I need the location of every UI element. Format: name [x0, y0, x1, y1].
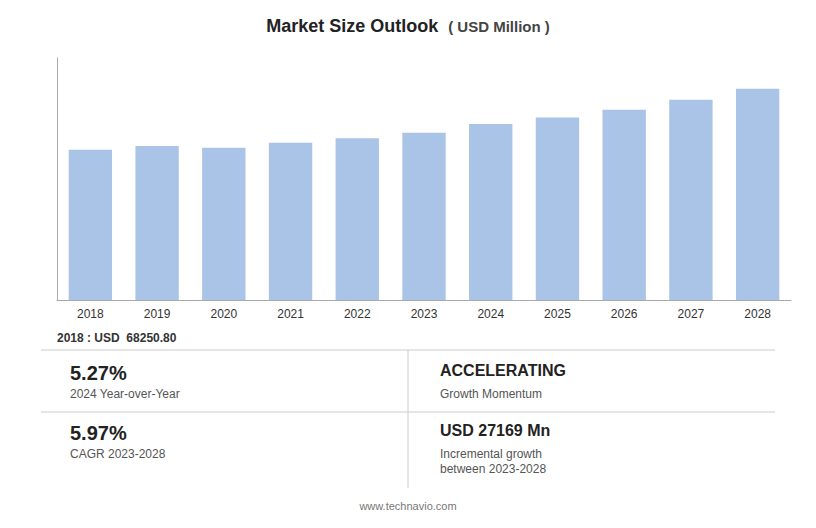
svg-text:CAGR 2023-2028: CAGR 2023-2028 — [70, 447, 166, 461]
svg-text:2020: 2020 — [210, 307, 237, 321]
svg-text:Growth Momentum: Growth Momentum — [440, 387, 542, 401]
svg-text:5.27%: 5.27% — [70, 362, 127, 384]
svg-text:2021: 2021 — [277, 307, 304, 321]
svg-text:2024: 2024 — [477, 307, 504, 321]
svg-text:5.97%: 5.97% — [70, 422, 127, 444]
svg-text:2027: 2027 — [678, 307, 705, 321]
svg-text:ACCELERATING: ACCELERATING — [440, 362, 566, 379]
svg-text:2022: 2022 — [344, 307, 371, 321]
svg-text:2026: 2026 — [611, 307, 638, 321]
svg-text:2023: 2023 — [411, 307, 438, 321]
svg-text:2024 Year-over-Year: 2024 Year-over-Year — [70, 387, 180, 401]
svg-text:between 2023-2028: between 2023-2028 — [440, 462, 546, 476]
svg-text:2025: 2025 — [544, 307, 571, 321]
svg-text:2028: 2028 — [744, 307, 771, 321]
svg-text:Market Size Outlook: Market Size Outlook — [266, 16, 439, 36]
svg-text:2018: 2018 — [77, 307, 104, 321]
svg-text:USD 27169 Mn: USD 27169 Mn — [440, 422, 550, 439]
svg-text:Incremental growth: Incremental growth — [440, 447, 542, 461]
svg-text:2019: 2019 — [144, 307, 171, 321]
svg-text:www.technavio.com: www.technavio.com — [358, 500, 456, 512]
svg-text:2018 : USD 68250.80: 2018 : USD 68250.80 — [57, 331, 177, 345]
svg-text:( USD Million ): ( USD Million ) — [448, 18, 550, 35]
